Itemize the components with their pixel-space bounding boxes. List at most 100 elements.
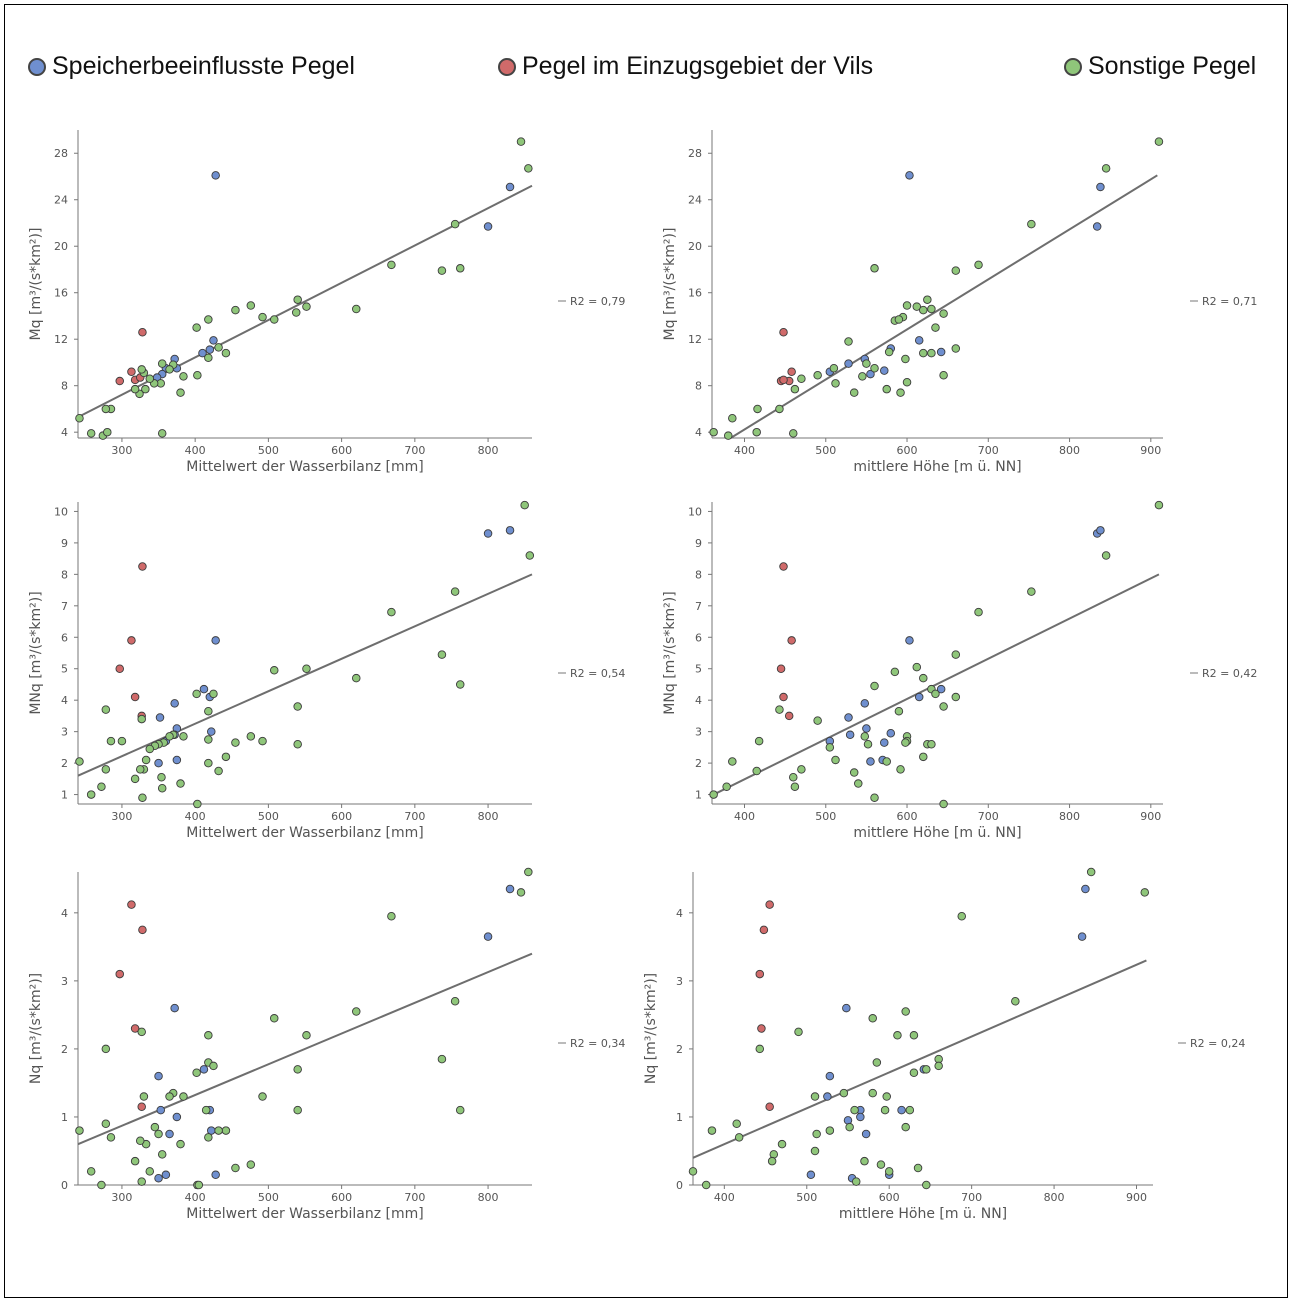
x-tick-label: 600 [897,810,918,823]
trend-line [77,952,533,1146]
data-point [302,302,311,311]
legend-label-speicher: Speicherbeeinflusste Pegel [52,52,355,80]
data-point [880,738,889,747]
data-point [919,305,928,315]
data-point [876,1160,886,1169]
data-point [97,1180,106,1190]
y-tick-label: 20 [54,240,68,253]
data-point [161,1170,171,1180]
data-point [138,562,147,571]
data-point [176,1139,185,1149]
data-point [880,366,889,375]
data-point [293,1065,302,1074]
x-tick-label: 800 [478,810,499,823]
data-point [777,1139,787,1149]
y-tick-label: 16 [688,287,702,300]
data-point [1154,500,1164,510]
y-axis-label: Mq [m³/(s*km²)] [662,228,678,341]
data-point [258,1092,267,1101]
x-tick-label: 900 [1140,444,1161,457]
data-point [752,766,761,776]
data-point [127,367,136,377]
data-point [75,413,84,423]
data-point [724,431,733,440]
data-point [192,323,201,332]
data-point [204,1133,213,1142]
data-point [505,526,515,535]
data-point [209,336,218,345]
legend-label-sonstige: Sonstige Pegel [1088,52,1257,80]
data-point [106,736,116,746]
y-axis-label: Mq [m³/(s*km²)] [28,228,44,341]
data-point [172,755,182,765]
y-tick-label: 10 [54,505,68,518]
y-tick-label: 8 [695,380,702,393]
data-point [483,222,493,231]
data-point [931,323,940,332]
data-point [516,888,526,897]
x-tick-label: 800 [1059,444,1080,457]
y-tick-label: 6 [61,631,68,644]
r2-label: R2 = 0,71 [1202,295,1257,308]
y-tick-label: 1 [61,789,68,802]
data-point [775,705,784,714]
x-tick-label: 800 [1059,810,1080,823]
trend-line [713,573,1160,796]
figure-frame [4,4,1288,1298]
chart-panel-4: 400 500 600 700 800 900 1 2 3 4 5 6 7 8 9 10 mittlere Hö… [662,500,1257,841]
data-point [516,137,526,146]
data-point [923,295,932,304]
data-point [130,692,140,702]
data-point [870,264,879,273]
data-point [856,1112,865,1122]
x-axis-label: mittlere Höhe [m ü. NN] [853,825,1021,841]
data-point [957,911,966,921]
data-point [150,1122,160,1132]
data-point [794,1027,803,1037]
data-point [1101,164,1111,173]
data-point [138,793,147,802]
x-tick-label: 800 [478,1191,499,1204]
data-point [866,757,875,766]
x-tick-label: 500 [796,1191,817,1204]
data-point [221,1126,231,1135]
data-point [754,736,764,746]
data-point [130,1156,140,1166]
data-point [759,925,769,935]
data-point [157,784,167,793]
data-point [86,1167,96,1176]
data-point [483,932,493,941]
data-point [734,1133,744,1142]
data-point [909,1031,919,1040]
data-point [936,347,946,357]
data-point [845,730,855,740]
data-point [844,713,853,722]
data-point [176,779,185,788]
data-point [231,738,240,747]
data-point [779,327,788,337]
data-point [870,364,879,373]
data-point [789,429,798,438]
data-point [709,427,718,437]
y-tick-label: 5 [695,663,702,676]
data-point [179,372,188,381]
data-point [437,650,447,659]
x-tick-label: 500 [258,444,279,457]
data-point [849,388,859,397]
data-point [909,1068,919,1077]
x-axis-label: mittlere Höhe [m ü. NN] [853,459,1021,475]
data-point [1077,932,1087,941]
y-tick-label: 2 [695,757,702,770]
data-point [870,793,879,802]
data-point [1101,551,1111,560]
data-point [882,384,891,394]
x-tick-label: 700 [404,810,425,823]
data-point [172,1112,182,1122]
data-point [905,636,914,645]
data-point [862,724,871,733]
data-point [872,1058,882,1067]
data-point [437,266,447,275]
y-tick-label: 28 [688,147,702,160]
data-point [293,702,302,711]
y-tick-label: 3 [61,726,68,739]
